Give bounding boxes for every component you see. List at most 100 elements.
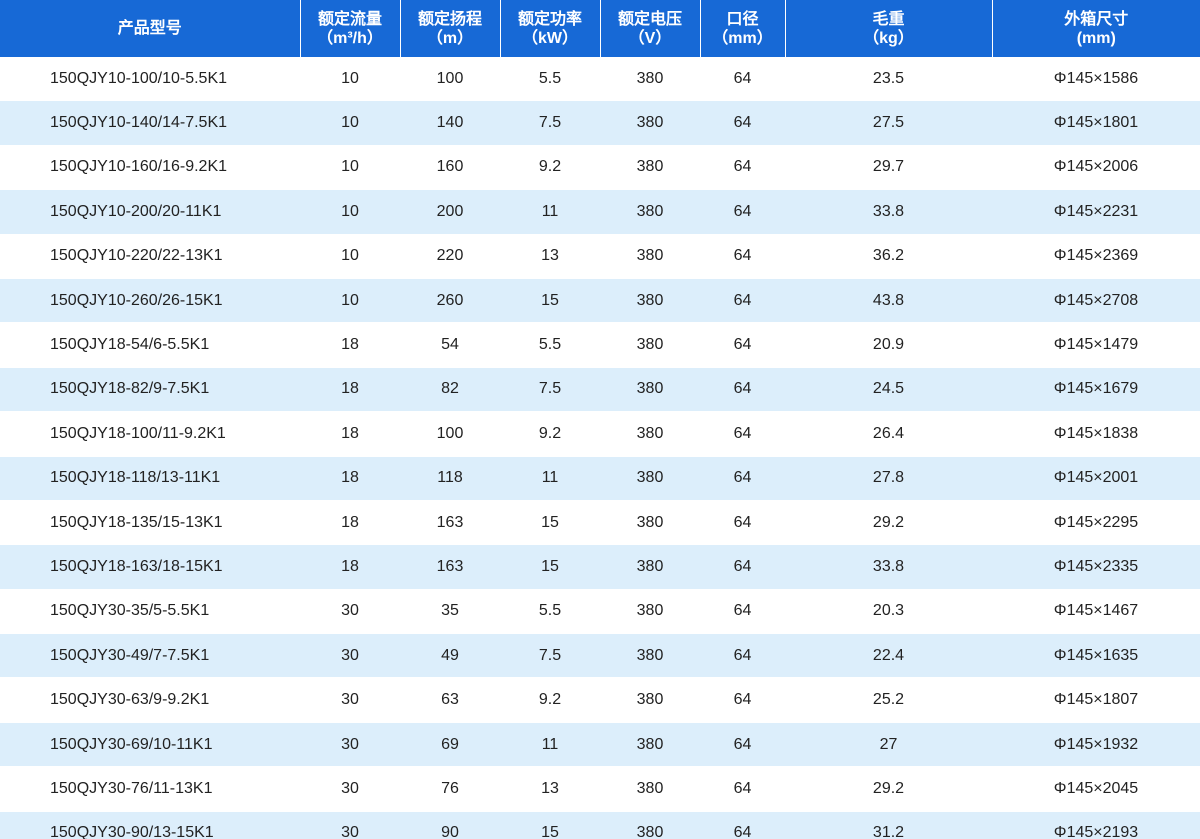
cell-voltage: 380 <box>600 57 700 102</box>
header-weight-unit: （kg） <box>863 29 914 47</box>
cell-model: 150QJY18-82/9-7.5K1 <box>0 367 300 413</box>
table-row: 150QJY10-260/26-15K1 10 260 15 380 64 43.8 Φ145… <box>0 278 1200 324</box>
cell-power: 9.2 <box>500 145 600 191</box>
cell-voltage: 380 <box>600 100 700 146</box>
header-power-unit: （kW） <box>521 29 578 47</box>
cell-voltage: 380 <box>600 500 700 546</box>
cell-flow: 30 <box>300 766 400 812</box>
header-power: 额定功率 （kW） <box>500 0 601 57</box>
cell-box: Φ145×2708 <box>992 278 1200 324</box>
cell-model: 150QJY30-69/10-11K1 <box>0 722 300 768</box>
cell-model: 150QJY30-63/9-9.2K1 <box>0 677 300 723</box>
header-flow: 额定流量 （m³/h） <box>300 0 401 57</box>
cell-voltage: 380 <box>600 544 700 590</box>
cell-diameter: 64 <box>700 544 785 590</box>
cell-weight: 29.2 <box>785 766 992 812</box>
cell-flow: 18 <box>300 322 400 368</box>
cell-box: Φ145×2193 <box>992 811 1200 839</box>
cell-head: 160 <box>400 145 500 191</box>
cell-voltage: 380 <box>600 145 700 191</box>
cell-power: 11 <box>500 722 600 768</box>
header-diameter-label: 口径 <box>726 10 759 28</box>
cell-voltage: 380 <box>600 633 700 679</box>
cell-power: 11 <box>500 189 600 235</box>
cell-box: Φ145×1679 <box>992 367 1200 413</box>
cell-diameter: 64 <box>700 322 785 368</box>
cell-power: 7.5 <box>500 367 600 413</box>
header-head-label: 额定扬程 <box>417 10 482 28</box>
cell-box: Φ145×1479 <box>992 322 1200 368</box>
cell-head: 260 <box>400 278 500 324</box>
cell-head: 200 <box>400 189 500 235</box>
cell-model: 150QJY10-200/20-11K1 <box>0 189 300 235</box>
header-model-label: 产品型号 <box>117 20 182 37</box>
cell-box: Φ145×2369 <box>992 234 1200 279</box>
cell-flow: 30 <box>300 589 400 635</box>
cell-weight: 36.2 <box>785 234 992 279</box>
cell-flow: 10 <box>300 145 400 191</box>
header-box: 外箱尺寸 (mm) <box>992 0 1200 57</box>
cell-model: 150QJY10-160/16-9.2K1 <box>0 145 300 191</box>
cell-model: 150QJY10-260/26-15K1 <box>0 278 300 324</box>
cell-weight: 29.7 <box>785 145 992 191</box>
cell-head: 163 <box>400 544 500 590</box>
cell-flow: 30 <box>300 677 400 723</box>
cell-diameter: 64 <box>700 411 785 457</box>
cell-flow: 10 <box>300 278 400 324</box>
cell-flow: 30 <box>300 722 400 768</box>
cell-model: 150QJY30-76/11-13K1 <box>0 766 300 812</box>
table-row: 150QJY10-160/16-9.2K1 10 160 9.2 380 64 29.7 Φ1… <box>0 145 1200 191</box>
cell-voltage: 380 <box>600 411 700 457</box>
cell-box: Φ145×2001 <box>992 456 1200 501</box>
table-row: 150QJY30-63/9-9.2K1 30 63 9.2 380 64 25.2 Φ145×… <box>0 677 1200 723</box>
cell-flow: 10 <box>300 189 400 235</box>
cell-diameter: 64 <box>700 633 785 679</box>
cell-diameter: 64 <box>700 677 785 723</box>
cell-model: 150QJY10-100/10-5.5K1 <box>0 57 300 102</box>
cell-diameter: 64 <box>700 500 785 546</box>
cell-voltage: 380 <box>600 589 700 635</box>
cell-power: 13 <box>500 766 600 812</box>
cell-voltage: 380 <box>600 766 700 812</box>
header-head-unit: （m） <box>426 29 474 47</box>
header-model: 产品型号 <box>0 0 301 57</box>
cell-head: 76 <box>400 766 500 812</box>
table-row: 150QJY30-35/5-5.5K1 30 35 5.5 380 64 20.3 Φ145×… <box>0 589 1200 635</box>
cell-diameter: 64 <box>700 100 785 146</box>
cell-diameter: 64 <box>700 456 785 501</box>
cell-voltage: 380 <box>600 811 700 839</box>
cell-box: Φ145×1635 <box>992 633 1200 679</box>
table-row: 150QJY30-49/7-7.5K1 30 49 7.5 380 64 22.4 Φ145×… <box>0 633 1200 679</box>
cell-weight: 43.8 <box>785 278 992 324</box>
cell-box: Φ145×1807 <box>992 677 1200 723</box>
cell-voltage: 380 <box>600 677 700 723</box>
cell-model: 150QJY18-118/13-11K1 <box>0 456 300 501</box>
cell-model: 150QJY10-140/14-7.5K1 <box>0 100 300 146</box>
cell-box: Φ145×2006 <box>992 145 1200 191</box>
cell-voltage: 380 <box>600 234 700 279</box>
cell-head: 100 <box>400 57 500 102</box>
table-row: 150QJY18-100/11-9.2K1 18 100 9.2 380 64 26.4 Φ1… <box>0 411 1200 457</box>
cell-flow: 10 <box>300 234 400 279</box>
table-row: 150QJY18-135/15-13K1 18 163 15 380 64 29.2 Φ145… <box>0 500 1200 546</box>
cell-voltage: 380 <box>600 189 700 235</box>
cell-power: 5.5 <box>500 322 600 368</box>
cell-flow: 18 <box>300 367 400 413</box>
cell-box: Φ145×2335 <box>992 544 1200 590</box>
cell-weight: 27.8 <box>785 456 992 501</box>
cell-power: 11 <box>500 456 600 501</box>
cell-weight: 22.4 <box>785 633 992 679</box>
cell-weight: 33.8 <box>785 189 992 235</box>
cell-box: Φ145×1801 <box>992 100 1200 146</box>
table-row: 150QJY10-140/14-7.5K1 10 140 7.5 380 64 27.5 Φ1… <box>0 100 1200 146</box>
cell-diameter: 64 <box>700 722 785 768</box>
cell-diameter: 64 <box>700 57 785 102</box>
header-diameter: 口径 （mm） <box>700 0 786 57</box>
cell-diameter: 64 <box>700 811 785 839</box>
cell-power: 15 <box>500 278 600 324</box>
cell-weight: 33.8 <box>785 544 992 590</box>
table-row: 150QJY10-100/10-5.5K1 10 100 5.5 380 64 23.5 Φ1… <box>0 57 1200 102</box>
cell-model: 150QJY18-135/15-13K1 <box>0 500 300 546</box>
cell-power: 7.5 <box>500 100 600 146</box>
